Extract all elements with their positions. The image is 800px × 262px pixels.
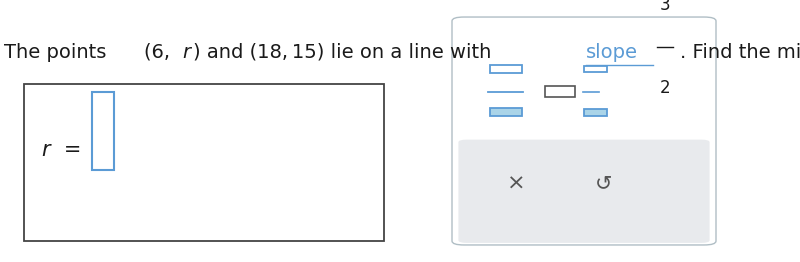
Bar bbox=[24, 84, 384, 241]
Bar bbox=[92, 92, 114, 170]
Text: 2: 2 bbox=[660, 79, 670, 97]
Text: The points: The points bbox=[4, 43, 113, 62]
Text: slope: slope bbox=[586, 43, 638, 62]
Bar bbox=[584, 109, 606, 116]
Bar bbox=[490, 108, 522, 116]
Text: r  =: r = bbox=[42, 140, 81, 160]
Text: r: r bbox=[182, 43, 190, 62]
Bar bbox=[584, 66, 606, 72]
Text: . Find the missing: . Find the missing bbox=[680, 43, 800, 62]
Text: ↺: ↺ bbox=[595, 173, 613, 193]
FancyBboxPatch shape bbox=[458, 140, 710, 243]
FancyBboxPatch shape bbox=[452, 17, 716, 245]
Text: (6,: (6, bbox=[144, 43, 174, 62]
Text: 3: 3 bbox=[660, 0, 670, 14]
Text: ×: × bbox=[506, 173, 526, 193]
Bar bbox=[545, 86, 575, 97]
Bar bbox=[490, 65, 522, 73]
Text: ) and (18, 15) lie on a line with: ) and (18, 15) lie on a line with bbox=[193, 43, 498, 62]
